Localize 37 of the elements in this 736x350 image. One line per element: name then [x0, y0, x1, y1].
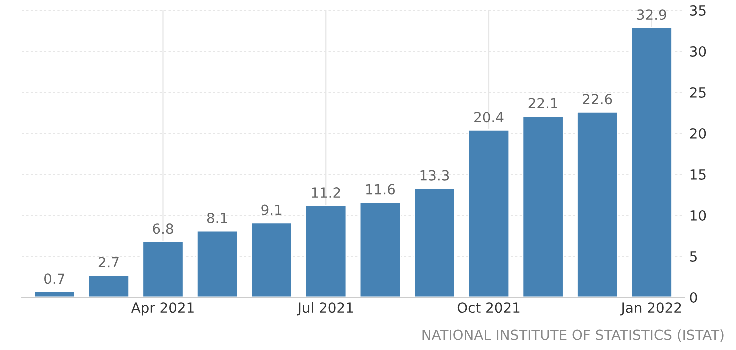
data-label: 13.3 — [420, 170, 450, 181]
bar — [88, 274, 130, 298]
y-tick-label: 0 — [690, 292, 698, 303]
data-label: 6.8 — [153, 224, 174, 234]
bar — [142, 241, 184, 298]
x-tick-label: Apr 2021 — [131, 302, 194, 316]
data-label: 8.1 — [207, 212, 228, 224]
bar — [359, 202, 402, 298]
x-tick-label: Jul 2021 — [297, 302, 354, 316]
bar — [576, 111, 619, 298]
bar — [468, 130, 510, 298]
data-label: 32.9 — [638, 10, 666, 20]
data-label: 11.2 — [312, 188, 340, 198]
y-tick-label: 25 — [690, 87, 706, 98]
bar — [522, 116, 564, 298]
y-tick-label: 10 — [690, 210, 706, 221]
y-tick-label: 15 — [690, 170, 706, 180]
y-tick-label: 20 — [690, 128, 706, 139]
data-label: 22.6 — [583, 94, 612, 105]
data-label: 20.4 — [474, 112, 504, 123]
y-tick-label: 35 — [690, 5, 706, 16]
bar — [34, 291, 76, 298]
text: NATIONAL INSTITUTE OF STATISTICS (ISTAT) — [422, 330, 724, 342]
data-label: 11.6 — [366, 184, 396, 195]
x-tick-label: Jan 2022 — [620, 302, 682, 316]
bar — [414, 188, 456, 298]
bar — [196, 230, 239, 298]
data-label: 0.7 — [44, 274, 65, 284]
bar — [250, 222, 293, 298]
x-tick-label: Oct 2021 — [458, 302, 520, 314]
data-label: 22.1 — [528, 98, 558, 108]
data-label: 9.1 — [262, 204, 282, 216]
y-tick-label: 30 — [690, 46, 706, 57]
bar — [305, 204, 348, 298]
y-tick-label: 5 — [690, 252, 697, 262]
data-label: 2.7 — [98, 257, 119, 268]
bar — [630, 27, 673, 298]
